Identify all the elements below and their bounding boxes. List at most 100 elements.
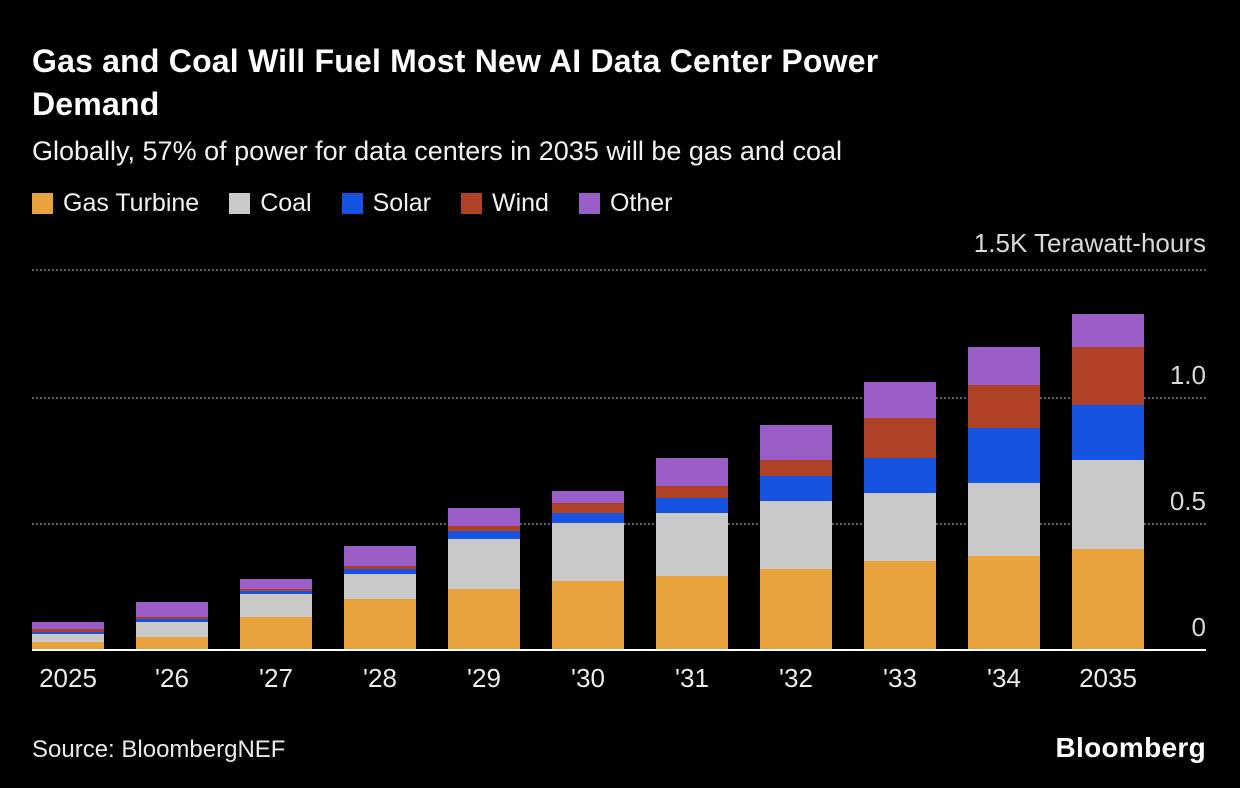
legend-swatch xyxy=(460,193,482,215)
y-axis-unit-label: 1.5K Terawatt-hours xyxy=(973,228,1206,259)
bar-segment-solar xyxy=(760,475,832,501)
bar-segment-coal xyxy=(552,523,624,582)
bar-segment-gas-turbine xyxy=(760,568,832,650)
bar-segment-other xyxy=(656,457,728,486)
legend-item-other: Other xyxy=(578,189,673,218)
bar-segment-other xyxy=(240,578,312,589)
bar-segment-coal xyxy=(136,621,208,637)
bar-segment-gas-turbine xyxy=(240,616,312,650)
bar-2025 xyxy=(32,621,104,650)
bar-segment-other xyxy=(136,601,208,617)
x-tick-label: 2035 xyxy=(1079,663,1137,694)
bar-segment-gas-turbine xyxy=(656,576,728,650)
bar-segment-coal xyxy=(1072,460,1144,549)
bar-segment-coal xyxy=(240,593,312,617)
x-tick-label: '29 xyxy=(467,663,501,694)
legend-label: Other xyxy=(609,189,673,218)
plot-area: 0 0.5 1.0 xyxy=(32,269,1206,652)
bar-28 xyxy=(344,546,416,650)
x-tick-label: '31 xyxy=(675,663,709,694)
bar-32 xyxy=(760,425,832,650)
y-tick-label: 0 xyxy=(1191,612,1206,643)
bar-segment-coal xyxy=(968,483,1040,557)
bar-segment-coal xyxy=(448,538,520,589)
bar-segment-coal xyxy=(864,493,936,562)
bar-segment-gas-turbine xyxy=(552,581,624,650)
bar-segment-wind xyxy=(864,417,936,458)
chart-subtitle: Globally, 57% of power for data centers … xyxy=(32,136,842,167)
bar-26 xyxy=(136,601,208,650)
legend-swatch xyxy=(578,193,600,215)
legend-item-wind: Wind xyxy=(460,189,549,218)
legend-swatch xyxy=(229,193,251,215)
bar-30 xyxy=(552,490,624,650)
bar-segment-other xyxy=(864,382,936,418)
x-tick-label: '33 xyxy=(883,663,917,694)
bar-segment-other xyxy=(1072,314,1144,347)
bloomberg-logo: Bloomberg xyxy=(1055,732,1206,764)
bar-segment-gas-turbine xyxy=(32,641,104,650)
bar-segment-wind xyxy=(448,525,520,531)
bar-segment-other xyxy=(760,425,832,461)
source-text: Source: BloombergNEF xyxy=(32,736,286,764)
y-tick-label: 0.5 xyxy=(1169,486,1206,517)
x-tick-label: '34 xyxy=(987,663,1021,694)
bar-segment-solar xyxy=(552,513,624,524)
footer: Source: BloombergNEF Bloomberg xyxy=(32,732,1206,764)
chart-title: Gas and Coal Will Fuel Most New AI Data … xyxy=(32,43,879,123)
bar-segment-solar xyxy=(968,427,1040,484)
bar-segment-gas-turbine xyxy=(968,556,1040,650)
x-tick-label: '28 xyxy=(363,663,397,694)
chart-page: Gas and Coal Will Fuel Most New AI Data … xyxy=(32,43,1206,764)
bar-segment-other xyxy=(552,490,624,504)
legend-label: Wind xyxy=(491,189,549,218)
legend-item-coal: Coal xyxy=(229,189,312,218)
legend-swatch xyxy=(32,193,53,215)
bar-segment-solar xyxy=(240,591,312,594)
bar-segment-solar xyxy=(448,530,520,539)
gridline xyxy=(32,397,1206,400)
bar-segment-wind xyxy=(760,460,832,476)
bar-33 xyxy=(864,382,936,650)
bar-segment-gas-turbine xyxy=(864,561,936,650)
legend-swatch xyxy=(341,193,363,215)
bars xyxy=(32,314,1144,650)
bar-segment-wind xyxy=(968,384,1040,428)
bar-segment-coal xyxy=(32,634,104,642)
chart: 1.5K Terawatt-hours 0 0.5 1.0 2025 '26 '27 '2… xyxy=(32,228,1206,694)
bar-segment-wind xyxy=(656,485,728,499)
bar-segment-wind xyxy=(240,588,312,592)
bar-segment-wind xyxy=(344,566,416,569)
bar-segment-gas-turbine xyxy=(344,598,416,650)
legend: Gas Turbine Coal Solar Wind Other xyxy=(32,189,1206,218)
bar-segment-other xyxy=(344,546,416,567)
x-tick-label: 2025 xyxy=(39,663,97,694)
bar-27 xyxy=(240,578,312,650)
legend-label: Gas Turbine xyxy=(63,189,200,218)
bar-31 xyxy=(656,457,728,650)
legend-label: Solar xyxy=(372,189,431,218)
bar-segment-coal xyxy=(760,500,832,569)
bar-segment-solar xyxy=(864,457,936,494)
bar-segment-coal xyxy=(344,573,416,599)
bar-segment-wind xyxy=(32,629,104,632)
bar-segment-other xyxy=(968,347,1040,385)
bar-segment-gas-turbine xyxy=(448,588,520,650)
bar-segment-wind xyxy=(1072,347,1144,405)
bar-segment-solar xyxy=(136,619,208,622)
bar-segment-solar xyxy=(1072,404,1144,461)
legend-item-gas-turbine: Gas Turbine xyxy=(32,189,199,218)
bar-segment-wind xyxy=(136,616,208,620)
x-tick-label: '27 xyxy=(259,663,293,694)
bar-segment-solar xyxy=(32,631,104,635)
bar-segment-other xyxy=(448,508,520,526)
x-axis: 2025 '26 '27 '28 '29 '30 '31 '32 '33 '34 2035 xyxy=(32,663,1206,694)
y-tick-label: 1.0 xyxy=(1169,360,1206,391)
legend-item-solar: Solar xyxy=(341,189,431,218)
legend-label: Coal xyxy=(260,189,312,218)
x-tick-label: '30 xyxy=(571,663,605,694)
bar-34 xyxy=(968,347,1040,650)
bar-segment-coal xyxy=(656,513,728,577)
bar-2035 xyxy=(1072,314,1144,650)
x-tick-label: '26 xyxy=(155,663,189,694)
